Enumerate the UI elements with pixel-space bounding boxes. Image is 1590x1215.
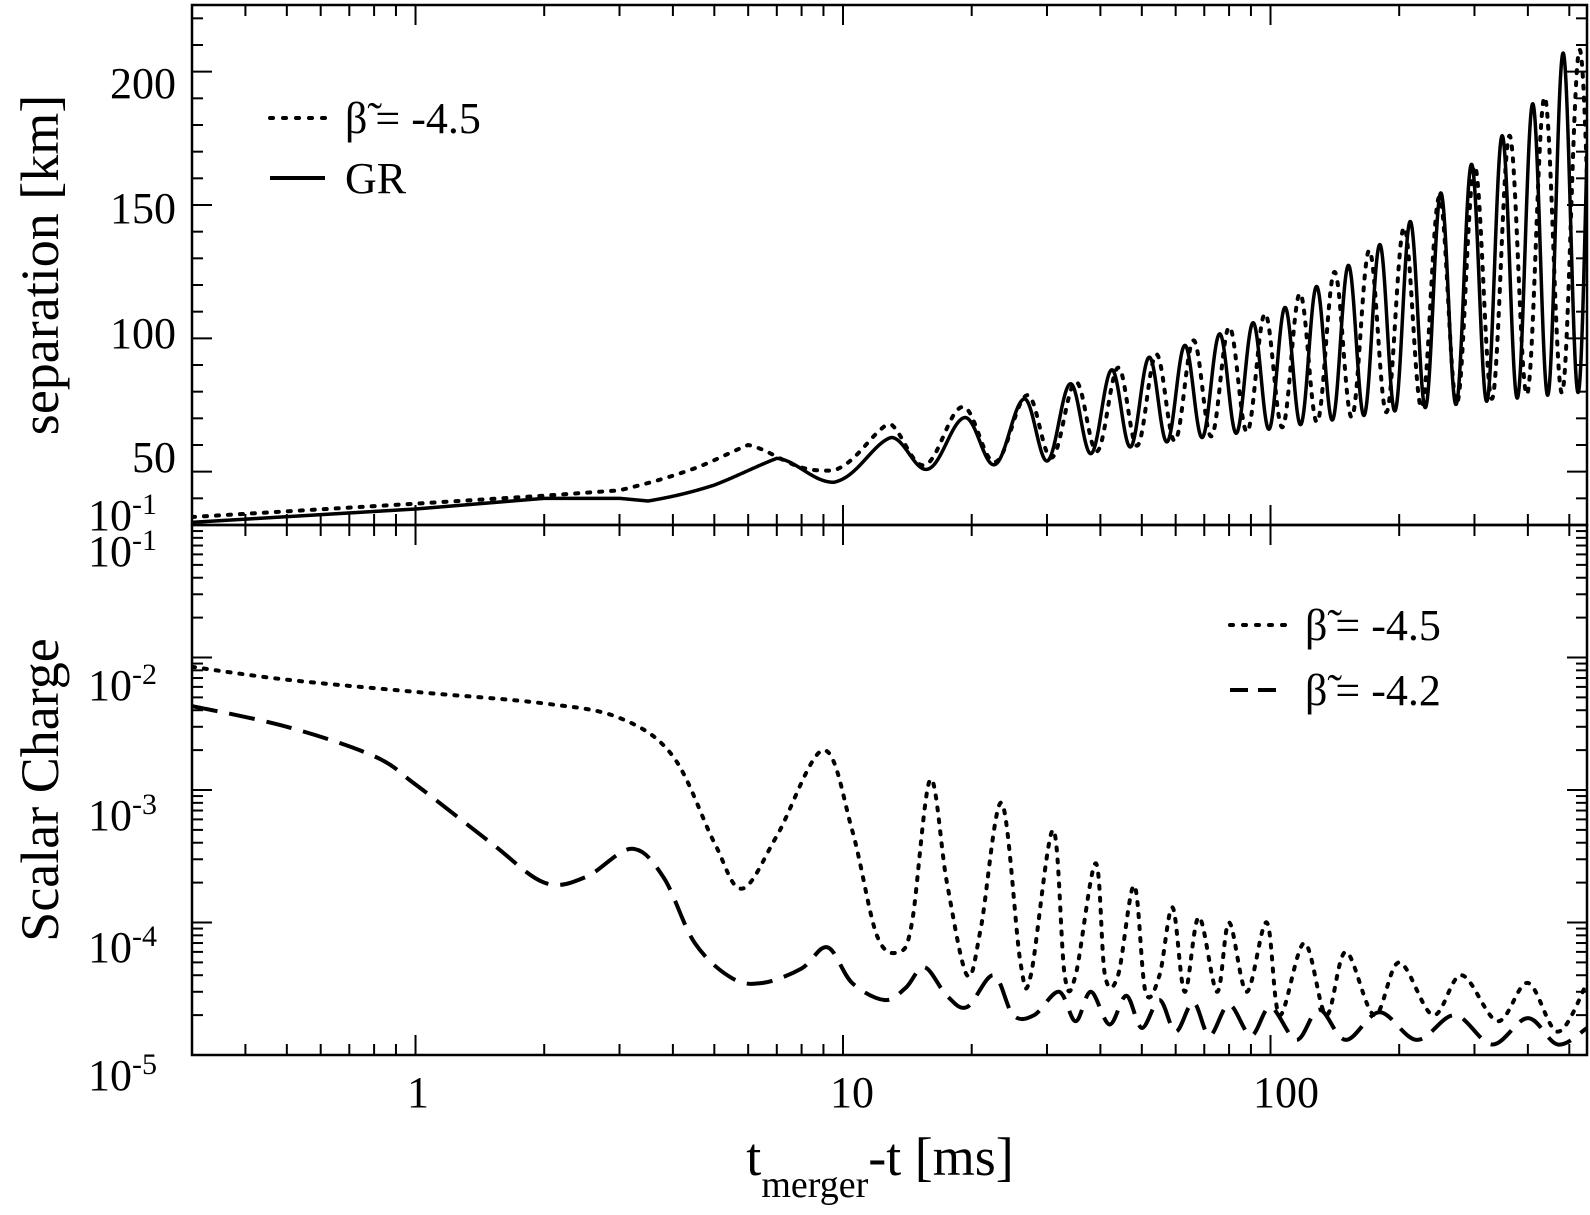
top-y-tick-label-100: 100 [110,309,176,358]
bottom-y-axis-label: Scalar Charge [10,638,70,941]
top-corner-label: 10-1 [88,488,157,540]
top-legend: β̃ = -4.5 GR [268,94,481,203]
top-y-axis-label: separation [km] [10,95,70,435]
top-y-tick-label-200: 200 [110,59,176,108]
bottom-legend-entry-beta-4-5: β̃ = -4.5 [1305,601,1441,650]
bottom-series-line-beta-4-2 [192,704,1587,1047]
x-axis-label: tmerger-t [ms] [746,1127,1013,1206]
top-series-line-gr [192,51,1587,525]
bottom-y-tick-label-1e-1: 10-1 [88,524,157,576]
bottom-series-line-beta-4-5 [192,664,1587,1034]
axis-ticks [191,5,1587,1056]
top-legend-entry-beta: β̃ = -4.5 [345,94,481,143]
top-series-line-beta-4-5 [192,47,1587,519]
bottom-legend-entry-beta-4-2: β̃ = -4.2 [1305,666,1441,715]
bottom-y-tick-label-1e-3: 10-3 [88,788,157,840]
bottom-y-tick-label-1e-2: 10-2 [88,658,157,710]
top-y-tick-label-150: 150 [110,184,176,233]
top-y-tick-label-50: 50 [132,433,176,482]
bottom-panel-curves [192,664,1587,1047]
x-tick-label-100: 100 [1253,1068,1319,1117]
bottom-legend: β̃ = -4.5 β̃ = -4.2 [1228,601,1441,715]
x-tick-label-1: 1 [407,1068,429,1117]
top-panel-curves [192,47,1587,525]
top-legend-entry-gr: GR [345,154,407,203]
bottom-y-tick-label-1e-4: 10-4 [88,920,157,972]
x-tick-label-10: 10 [830,1068,874,1117]
bottom-y-tick-label-1e-5: 10-5 [88,1048,157,1100]
